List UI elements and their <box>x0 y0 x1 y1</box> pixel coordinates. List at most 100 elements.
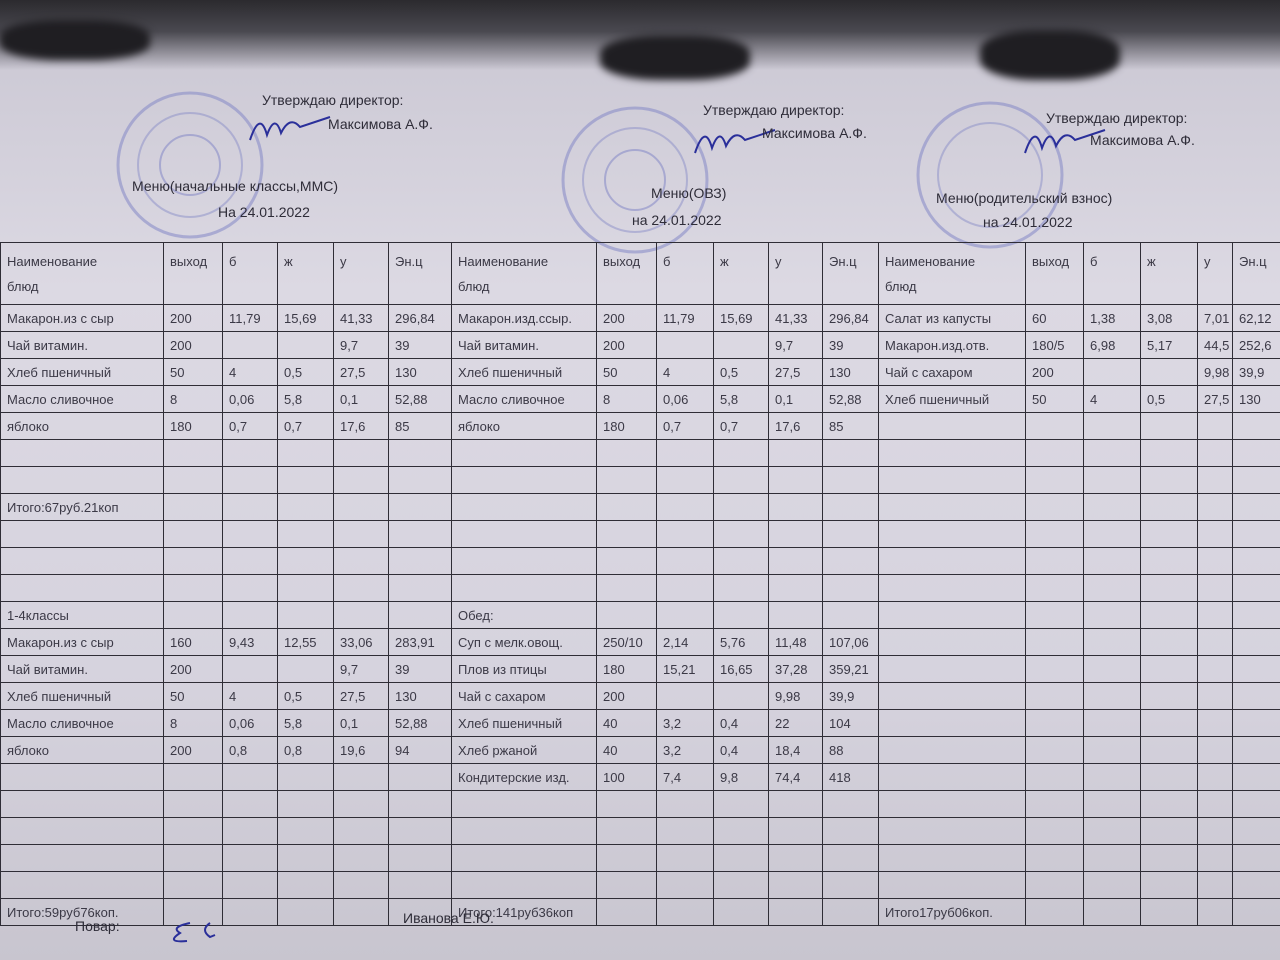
table-cell <box>1197 736 1233 764</box>
table-cell <box>388 763 452 791</box>
table-cell: 41,33 <box>768 304 823 332</box>
table-cell <box>0 466 164 494</box>
table-cell <box>1197 493 1233 521</box>
table-cell <box>1140 844 1198 872</box>
table-cell <box>713 898 769 926</box>
table-cell <box>1140 601 1198 629</box>
table-cell <box>656 898 714 926</box>
menu-title: Меню(начальные классы,ММС) <box>132 178 339 194</box>
table-cell <box>878 520 1026 548</box>
table-row <box>0 790 1280 818</box>
table-cell <box>713 547 769 575</box>
table-cell <box>768 520 823 548</box>
table-cell <box>277 439 334 467</box>
table-cell <box>1140 466 1198 494</box>
table-cell <box>1197 520 1233 548</box>
column-header: Наименование блюд <box>451 242 597 305</box>
table-cell: 44,5 <box>1197 331 1233 359</box>
table-cell <box>163 493 223 521</box>
table-cell <box>822 574 879 602</box>
table-cell <box>713 844 769 872</box>
table-cell <box>1025 439 1084 467</box>
table-cell: яблоко <box>0 736 164 764</box>
table-cell: 8 <box>163 709 223 737</box>
table-cell <box>1140 655 1198 683</box>
table-cell <box>1232 763 1280 791</box>
table-row <box>0 547 1280 575</box>
table-cell <box>277 817 334 845</box>
table-row: Хлеб пшеничный 50 4 0,5 27,5 130 Чай с сахаром… <box>0 682 1280 710</box>
table-cell <box>1197 898 1233 926</box>
table-cell <box>822 898 879 926</box>
table-cell <box>1083 682 1141 710</box>
table-cell <box>596 898 657 926</box>
table-cell: 9,7 <box>333 655 389 683</box>
table-cell: 52,88 <box>822 385 879 413</box>
table-cell: Хлеб пшеничный <box>451 709 597 737</box>
table-cell <box>1025 412 1084 440</box>
table-cell <box>1232 493 1280 521</box>
table-cell: 0,4 <box>713 709 769 737</box>
table-cell <box>1140 736 1198 764</box>
table-cell <box>277 898 334 926</box>
table-cell <box>1140 493 1198 521</box>
table-cell <box>1197 655 1233 683</box>
table-cell <box>451 439 597 467</box>
signature-icon <box>1024 129 1106 154</box>
table-cell: 5,8 <box>277 709 334 737</box>
table-cell <box>1232 574 1280 602</box>
table-cell <box>713 493 769 521</box>
table-cell: 160 <box>163 628 223 656</box>
table-cell <box>222 763 278 791</box>
table-cell <box>656 493 714 521</box>
table-cell <box>1232 898 1280 926</box>
section-label: 1-4классы <box>0 601 164 629</box>
table-cell: 4 <box>222 682 278 710</box>
table-cell <box>1140 817 1198 845</box>
table-cell <box>333 439 389 467</box>
table-cell <box>222 439 278 467</box>
table-cell <box>1083 574 1141 602</box>
table-cell <box>222 493 278 521</box>
table-cell: 0,5 <box>277 358 334 386</box>
table-cell <box>163 439 223 467</box>
table-cell <box>388 601 452 629</box>
table-row: Масло сливочное 8 0,06 5,8 0,1 52,88 Масло сли… <box>0 385 1280 413</box>
table-row <box>0 871 1280 899</box>
table-cell <box>388 844 452 872</box>
table-cell: 9,8 <box>713 763 769 791</box>
table-cell: 5,8 <box>277 385 334 413</box>
table-cell: 200 <box>596 331 657 359</box>
table-cell <box>1083 439 1141 467</box>
table-cell: 39 <box>388 655 452 683</box>
column-header: ж <box>1140 242 1198 305</box>
table-cell <box>277 601 334 629</box>
table-cell <box>1083 628 1141 656</box>
table-cell <box>1197 412 1233 440</box>
total-label: Итого17руб06коп. <box>878 898 1026 926</box>
table-cell <box>333 574 389 602</box>
table-cell <box>656 601 714 629</box>
table-cell <box>451 574 597 602</box>
table-cell <box>596 817 657 845</box>
table-cell: 8 <box>163 385 223 413</box>
table-cell <box>1025 574 1084 602</box>
table-cell: 296,84 <box>822 304 879 332</box>
table-cell <box>713 520 769 548</box>
table-cell <box>222 655 278 683</box>
table-cell <box>388 493 452 521</box>
table-row <box>0 844 1280 872</box>
table-row <box>0 574 1280 602</box>
table-cell <box>822 439 879 467</box>
table-cell <box>596 844 657 872</box>
table-cell <box>1025 844 1084 872</box>
table-cell: 107,06 <box>822 628 879 656</box>
table-cell <box>0 520 164 548</box>
table-cell <box>1197 871 1233 899</box>
table-cell <box>1025 763 1084 791</box>
table-cell <box>1025 493 1084 521</box>
table-cell <box>656 574 714 602</box>
table-cell <box>1083 898 1141 926</box>
table-cell: 27,5 <box>1197 385 1233 413</box>
table-cell: 11,79 <box>656 304 714 332</box>
